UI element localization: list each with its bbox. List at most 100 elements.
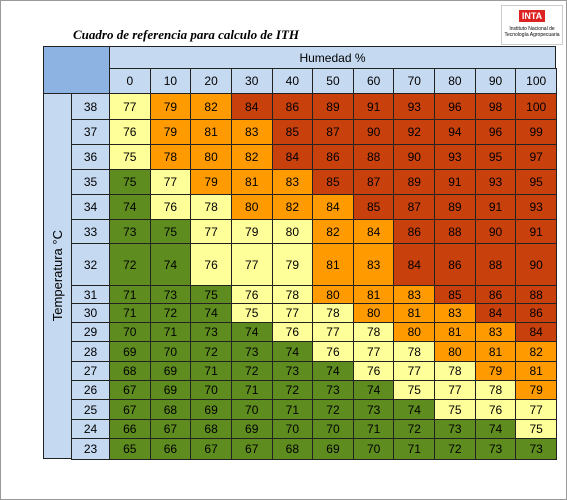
cell: 87 (352, 169, 395, 195)
column-label: 20 (190, 68, 232, 94)
cell: 96 (474, 119, 517, 145)
cell: 73 (109, 219, 151, 244)
cell: 93 (474, 169, 517, 195)
cell: 77 (312, 322, 354, 342)
row-label: 31 (71, 285, 110, 304)
cell: 80 (271, 219, 314, 244)
column-label: 10 (149, 68, 192, 94)
cell: 90 (393, 144, 436, 170)
cell: 71 (109, 285, 151, 304)
cell: 70 (149, 341, 192, 362)
cell: 77 (515, 399, 557, 420)
cell: 84 (230, 93, 273, 120)
cell: 71 (190, 361, 232, 381)
cell: 70 (109, 322, 151, 342)
cell: 90 (352, 119, 395, 145)
cell: 72 (230, 361, 273, 381)
cell: 91 (474, 194, 517, 220)
cell: 75 (230, 303, 273, 323)
row-label: 26 (71, 380, 110, 400)
cell: 74 (474, 419, 517, 439)
cell: 85 (434, 285, 476, 304)
cell: 79 (230, 219, 273, 244)
cell: 84 (515, 322, 557, 342)
cell: 76 (312, 341, 354, 362)
cell: 82 (230, 144, 273, 170)
cell: 79 (271, 243, 314, 286)
row-label: 37 (71, 119, 110, 145)
cell: 91 (352, 93, 395, 120)
cell: 76 (271, 322, 314, 342)
cell: 83 (474, 322, 517, 342)
cell: 69 (149, 380, 192, 400)
cell: 73 (149, 285, 192, 304)
cell: 80 (312, 285, 354, 304)
column-label: 50 (312, 68, 354, 94)
logo: INTA Instituto Nacional de Tecnología Ag… (501, 5, 563, 45)
cell: 74 (271, 341, 314, 362)
cell: 67 (149, 419, 192, 439)
cell: 88 (474, 243, 517, 286)
cell: 91 (515, 219, 557, 244)
cell: 67 (230, 438, 273, 460)
cell: 70 (230, 399, 273, 420)
cell: 69 (149, 361, 192, 381)
cell: 72 (434, 438, 476, 460)
cell: 83 (271, 169, 314, 195)
cell: 70 (352, 438, 395, 460)
cell: 77 (434, 380, 476, 400)
cell: 77 (393, 361, 436, 381)
cell: 81 (474, 341, 517, 362)
cell: 75 (149, 219, 192, 244)
cell: 75 (515, 419, 557, 439)
row-label: 32 (71, 243, 110, 286)
cell: 80 (190, 144, 232, 170)
cell: 85 (312, 169, 354, 195)
cell: 70 (312, 419, 354, 439)
cell: 76 (230, 285, 273, 304)
cell: 78 (474, 380, 517, 400)
column-header: Humedad % (109, 46, 556, 69)
row-label: 30 (71, 303, 110, 323)
cell: 76 (149, 194, 192, 220)
cell: 68 (271, 438, 314, 460)
cell: 69 (109, 341, 151, 362)
cell: 78 (352, 322, 395, 342)
cell: 80 (393, 322, 436, 342)
cell: 84 (352, 219, 395, 244)
row-label: 34 (71, 194, 110, 220)
cell: 69 (230, 419, 273, 439)
cell: 84 (474, 303, 517, 323)
cell: 71 (393, 438, 436, 460)
cell: 84 (393, 243, 436, 286)
cell: 80 (352, 303, 395, 323)
row-header-text: Temperatura °C (50, 230, 65, 322)
cell: 95 (474, 144, 517, 170)
cell: 78 (190, 194, 232, 220)
cell: 80 (434, 341, 476, 362)
cell: 98 (474, 93, 517, 120)
row-label: 29 (71, 322, 110, 342)
cell: 71 (230, 380, 273, 400)
cell: 75 (190, 285, 232, 304)
cell: 82 (271, 194, 314, 220)
cell: 80 (230, 194, 273, 220)
cell: 67 (109, 380, 151, 400)
cell: 74 (109, 194, 151, 220)
cell: 79 (149, 93, 192, 120)
cell: 78 (434, 361, 476, 381)
cell: 72 (190, 341, 232, 362)
cell: 68 (190, 419, 232, 439)
row-label: 35 (71, 169, 110, 195)
cell: 73 (312, 380, 354, 400)
cell: 73 (271, 361, 314, 381)
row-label: 25 (71, 399, 110, 420)
cell: 70 (190, 380, 232, 400)
cell: 87 (312, 119, 354, 145)
cell: 73 (352, 399, 395, 420)
cell: 78 (149, 144, 192, 170)
cell: 77 (230, 243, 273, 286)
cell: 84 (312, 194, 354, 220)
row-label: 33 (71, 219, 110, 244)
cell: 69 (312, 438, 354, 460)
